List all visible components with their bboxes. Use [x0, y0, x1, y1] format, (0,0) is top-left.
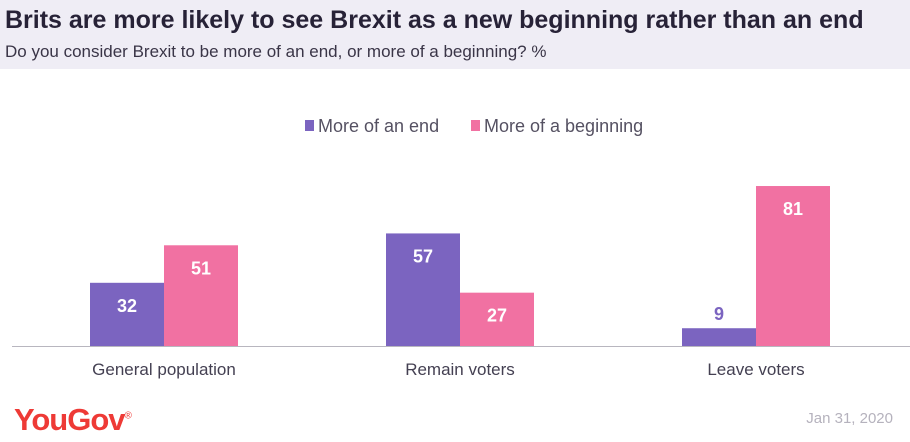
registered-mark: ® [124, 410, 132, 422]
bar-value-label-2-2: 27 [487, 306, 507, 326]
legend-swatch-1 [305, 120, 314, 131]
bar-2-3 [756, 186, 830, 346]
bar-value-label-1-3: 9 [714, 304, 724, 324]
bar-1-3 [682, 328, 756, 346]
category-label-3: Leave voters [707, 360, 804, 379]
header-band: Brits are more likely to see Brexit as a… [0, 0, 910, 69]
logo-text: YouGov [14, 402, 126, 437]
legend-label-2: More of a beginning [484, 116, 643, 136]
bar-value-label-1-1: 32 [117, 296, 137, 316]
bar-value-label-2-3: 81 [783, 199, 803, 219]
publish-date: Jan 31, 2020 [806, 410, 893, 427]
bar-1-1 [90, 282, 164, 346]
chart-title: Brits are more likely to see Brexit as a… [5, 6, 864, 34]
bar-2-2 [460, 292, 534, 346]
bar-2-1 [164, 245, 238, 346]
bar-chart: More of an end More of a beginning 32 51 Gen… [12, 116, 910, 379]
bar-value-label-1-2: 57 [413, 246, 433, 266]
category-label-1: General population [92, 360, 236, 379]
legend-swatch-2 [471, 120, 480, 131]
bar-value-label-2-1: 51 [191, 258, 211, 278]
chart-subtitle: Do you consider Brexit to be more of an … [5, 42, 547, 61]
legend-label-1: More of an end [318, 116, 439, 136]
bar-1-2 [386, 233, 460, 346]
category-label-2: Remain voters [405, 360, 515, 379]
yougov-logo: YouGov® [14, 402, 132, 438]
